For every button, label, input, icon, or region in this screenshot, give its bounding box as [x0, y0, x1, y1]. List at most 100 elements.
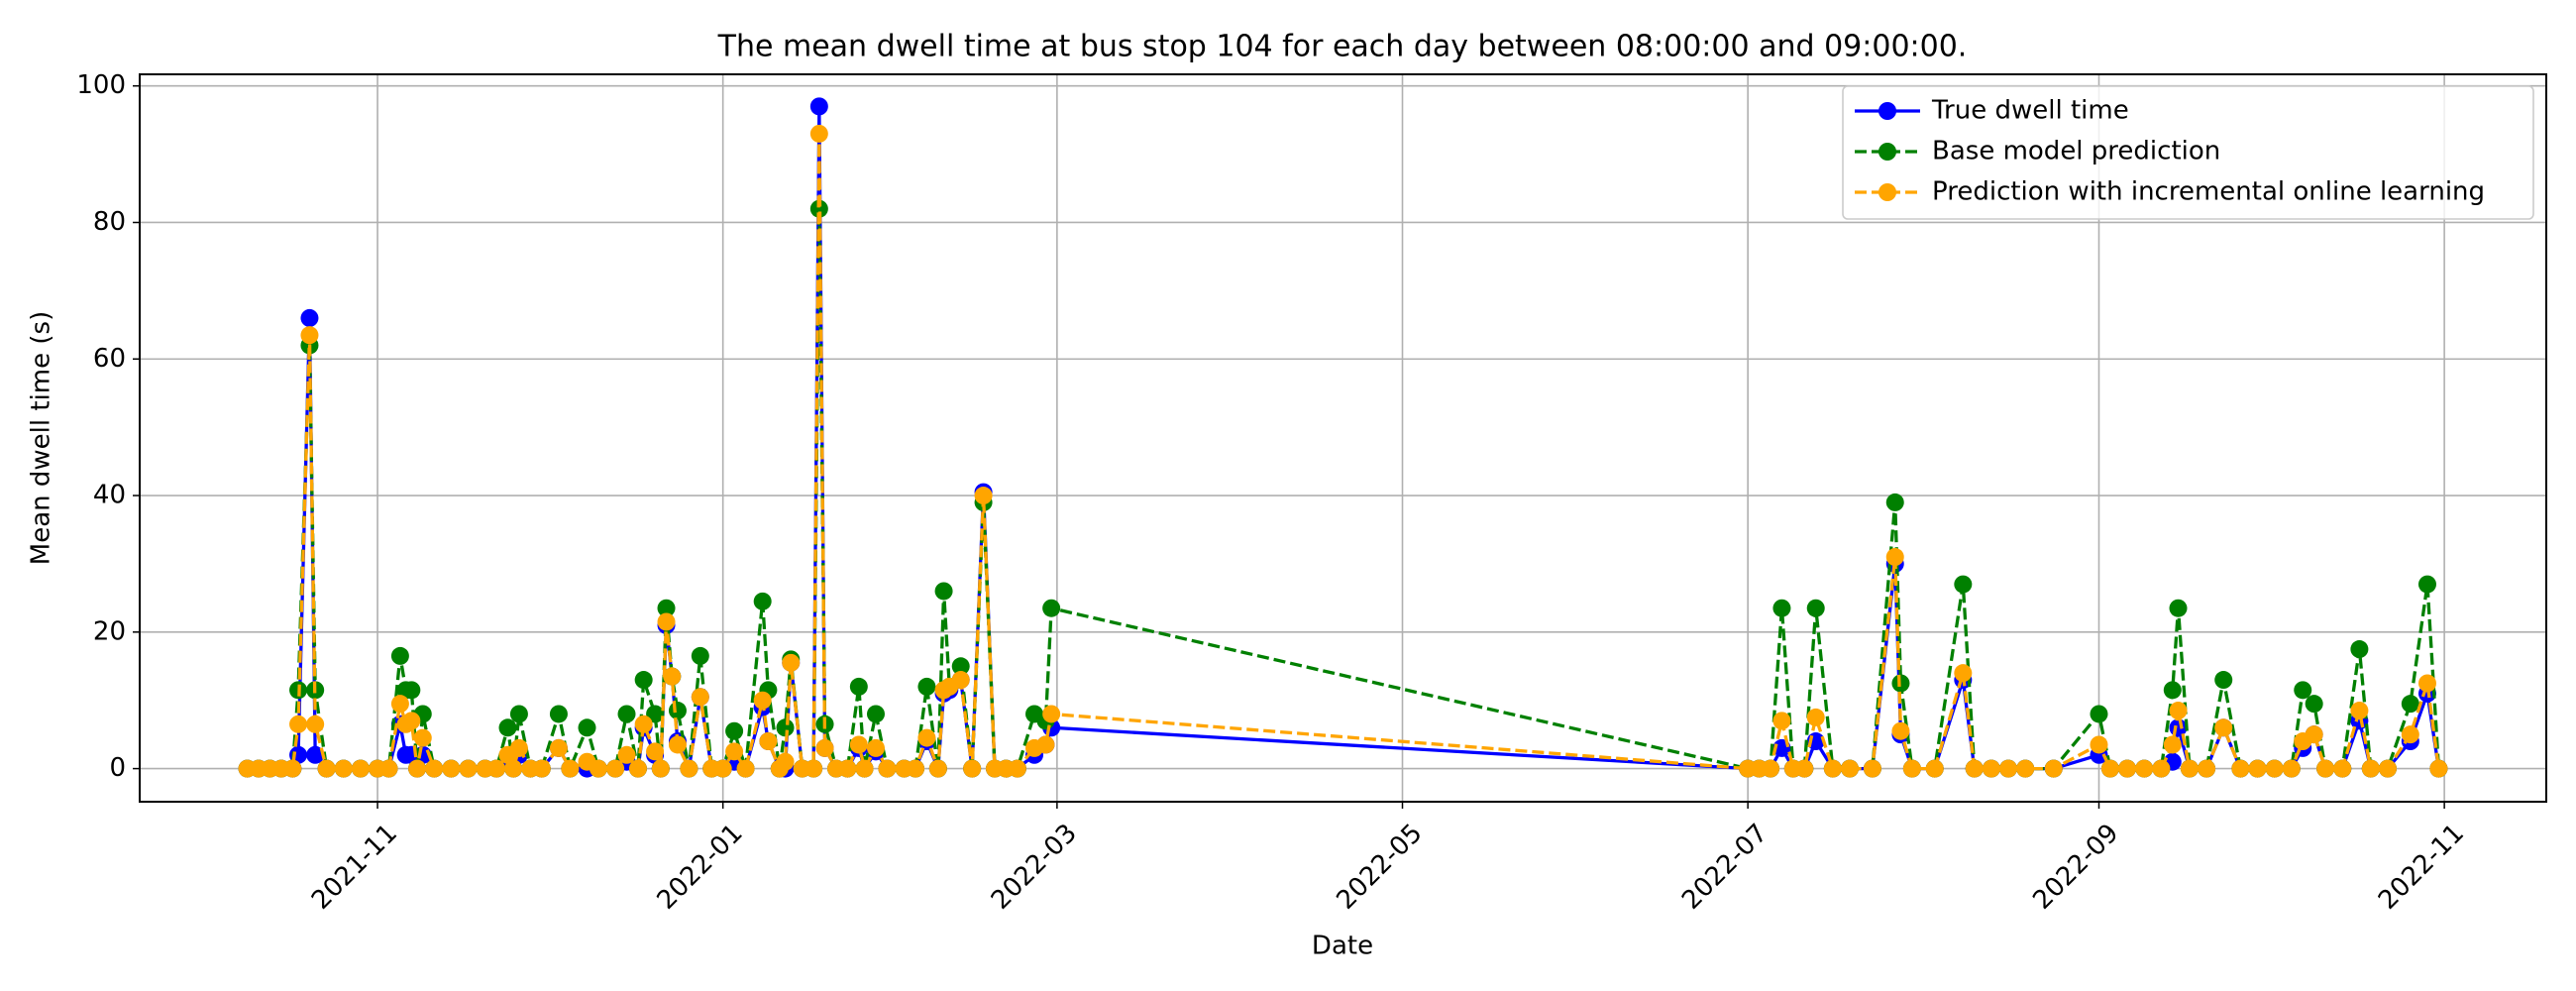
- data-point: [1772, 599, 1791, 617]
- data-point: [1772, 712, 1791, 730]
- data-point: [2016, 759, 2035, 778]
- data-point: [1008, 759, 1026, 778]
- data-point: [1762, 759, 1780, 778]
- data-point: [425, 759, 444, 778]
- x-tick-label: 2022-11: [2373, 819, 2470, 916]
- data-point: [2417, 674, 2436, 693]
- y-tick-label: 20: [93, 616, 126, 646]
- legend-label: Base model prediction: [1932, 137, 2220, 166]
- data-point: [680, 759, 698, 778]
- data-point: [634, 671, 653, 690]
- data-point: [2198, 759, 2216, 778]
- data-point: [668, 735, 687, 754]
- data-point: [691, 646, 709, 665]
- data-point: [776, 718, 795, 737]
- data-point: [379, 759, 398, 778]
- data-point: [402, 712, 421, 730]
- data-point: [300, 326, 319, 345]
- data-point: [2350, 702, 2369, 720]
- data-point: [963, 759, 982, 778]
- data-point: [725, 742, 744, 761]
- data-point: [2248, 759, 2267, 778]
- data-point: [2333, 759, 2352, 778]
- data-point: [691, 688, 709, 707]
- data-point: [928, 759, 947, 778]
- data-point: [1965, 759, 1984, 778]
- data-point: [849, 677, 868, 696]
- data-point: [549, 705, 568, 723]
- data-point: [657, 599, 676, 617]
- data-point: [1891, 721, 1910, 740]
- data-point: [2294, 681, 2312, 700]
- data-point: [1841, 759, 1860, 778]
- legend-label: Prediction with incremental online learn…: [1932, 177, 2485, 207]
- data-point: [2429, 759, 2448, 778]
- data-point: [815, 738, 834, 757]
- data-point: [628, 759, 647, 778]
- data-point: [413, 728, 432, 747]
- data-point: [878, 759, 897, 778]
- data-point: [866, 705, 885, 723]
- data-point: [1902, 759, 1921, 778]
- data-point: [634, 715, 653, 733]
- data-point: [390, 646, 409, 665]
- data-point: [402, 681, 421, 700]
- data-point: [713, 759, 732, 778]
- data-point: [2350, 640, 2369, 659]
- data-point: [668, 702, 687, 720]
- data-point: [2231, 759, 2250, 778]
- data-point: [849, 735, 868, 754]
- data-point: [1042, 599, 1061, 617]
- data-point: [2361, 759, 2380, 778]
- data-point: [549, 738, 568, 757]
- data-point: [2282, 759, 2301, 778]
- data-point: [663, 667, 682, 686]
- y-tick-label: 100: [76, 70, 126, 100]
- data-point: [317, 759, 336, 778]
- data-point: [289, 715, 308, 733]
- x-tick-label: 2022-05: [1331, 819, 1428, 916]
- data-point: [487, 759, 506, 778]
- data-point: [2214, 671, 2233, 690]
- data-point: [974, 487, 993, 505]
- data-point: [2401, 695, 2419, 714]
- data-point: [2316, 759, 2335, 778]
- y-tick-label: 0: [109, 753, 126, 783]
- data-point: [1795, 759, 1814, 778]
- data-point: [725, 721, 744, 740]
- data-point: [2214, 718, 2233, 737]
- data-point: [1863, 759, 1881, 778]
- data-point: [498, 718, 517, 737]
- data-point: [2401, 725, 2419, 744]
- data-point: [753, 592, 772, 610]
- data-point: [736, 759, 755, 778]
- data-point: [578, 718, 596, 737]
- y-tick-label: 60: [93, 344, 126, 374]
- data-point: [2180, 759, 2199, 778]
- data-point: [2100, 759, 2119, 778]
- y-tick-label: 40: [93, 481, 126, 510]
- data-point: [2044, 759, 2063, 778]
- data-point: [300, 308, 319, 327]
- data-point: [589, 759, 607, 778]
- data-point: [646, 742, 665, 761]
- y-tick-label: 80: [93, 207, 126, 237]
- data-point: [838, 759, 857, 778]
- data-point: [1806, 708, 1825, 726]
- data-point: [855, 759, 874, 778]
- data-point: [1042, 705, 1061, 723]
- data-point: [2378, 759, 2397, 778]
- data-point: [334, 759, 353, 778]
- data-point: [459, 759, 478, 778]
- data-point: [917, 677, 936, 696]
- data-point: [2118, 759, 2137, 778]
- data-point: [1823, 759, 1842, 778]
- data-point: [2417, 575, 2436, 594]
- data-point: [951, 671, 970, 690]
- data-point: [617, 705, 636, 723]
- chart-title: The mean dwell time at bus stop 104 for …: [717, 30, 1968, 64]
- data-point: [2169, 718, 2188, 737]
- data-point: [1925, 759, 1944, 778]
- legend-label: True dwell time: [1931, 96, 2129, 126]
